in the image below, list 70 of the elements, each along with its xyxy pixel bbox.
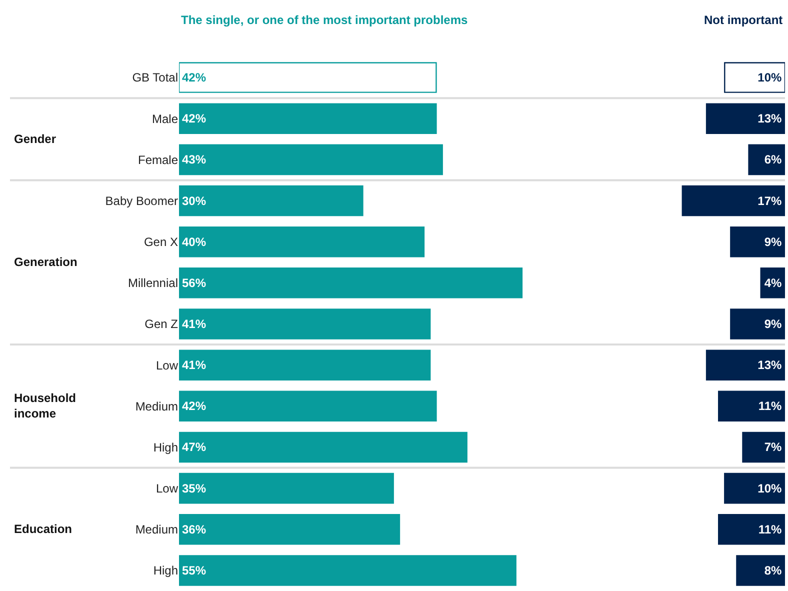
data-label: 13% [758,358,782,372]
data-label: 4% [764,276,782,290]
bar [730,308,785,340]
data-label: 55% [182,563,206,578]
chart-title: Not important [704,13,783,27]
data-label: 6% [764,152,782,167]
data-label: 7% [764,440,782,454]
data-label: 9% [764,234,782,249]
bar [179,144,443,176]
data-label: 9% [764,317,782,331]
data-label: 11% [758,399,782,414]
y-tick-label: Low [156,358,178,372]
bar [179,226,425,258]
data-label: 11% [758,522,782,536]
bar [724,62,785,93]
y-tick-label: High [153,564,178,578]
bar [179,432,468,463]
data-label: 8% [764,563,782,578]
data-label: 41% [182,358,206,372]
y-tick-label: Millennial [128,276,178,290]
data-label: 42% [182,112,206,126]
bar [724,472,785,504]
bar [179,268,523,298]
data-label: 17% [758,194,782,208]
y-tick-label: GB Total [132,70,178,85]
chart-title: The single, or one of the most important problems [181,13,468,27]
bar [718,390,785,422]
y-tick-label: Female [138,152,178,167]
bar [730,226,785,258]
bar [718,514,785,545]
text: Gender [14,132,56,146]
bar [706,350,785,380]
bar [742,432,785,463]
data-label: 42% [182,70,206,85]
data-label: 56% [182,276,206,290]
y-tick-label: Gen Z [144,317,178,332]
y-tick-label: Male [152,112,178,126]
data-label: 10% [758,481,782,496]
bar [179,514,400,545]
bar [179,62,437,93]
y-tick-label: Low [156,482,178,496]
bar [736,555,785,586]
text: Education [14,522,72,536]
data-label: 41% [182,317,206,331]
y-tick-label: Baby Boomer [105,194,178,208]
bar [179,555,516,586]
bar [179,103,437,134]
bar [179,185,364,216]
bar [706,103,785,134]
y-tick-label: High [153,440,178,454]
data-label: 10% [758,70,782,85]
bar [179,308,431,340]
data-label: 35% [182,481,206,496]
data-label: 30% [182,194,206,208]
data-label: 42% [182,399,206,414]
y-tick-label: Medium [135,399,178,414]
data-label: 43% [182,152,206,167]
bar [682,185,785,216]
data-label: 36% [182,522,206,536]
data-label: 47% [182,440,206,454]
text: Household income [14,391,76,421]
text: Generation [14,255,78,269]
bar [179,390,437,422]
data-label: 40% [182,234,206,249]
y-tick-label: Gen X [144,235,178,250]
bar [748,144,785,176]
y-tick-label: Medium [135,522,178,537]
bar [179,350,431,380]
bar [179,472,394,504]
data-label: 13% [758,112,782,126]
